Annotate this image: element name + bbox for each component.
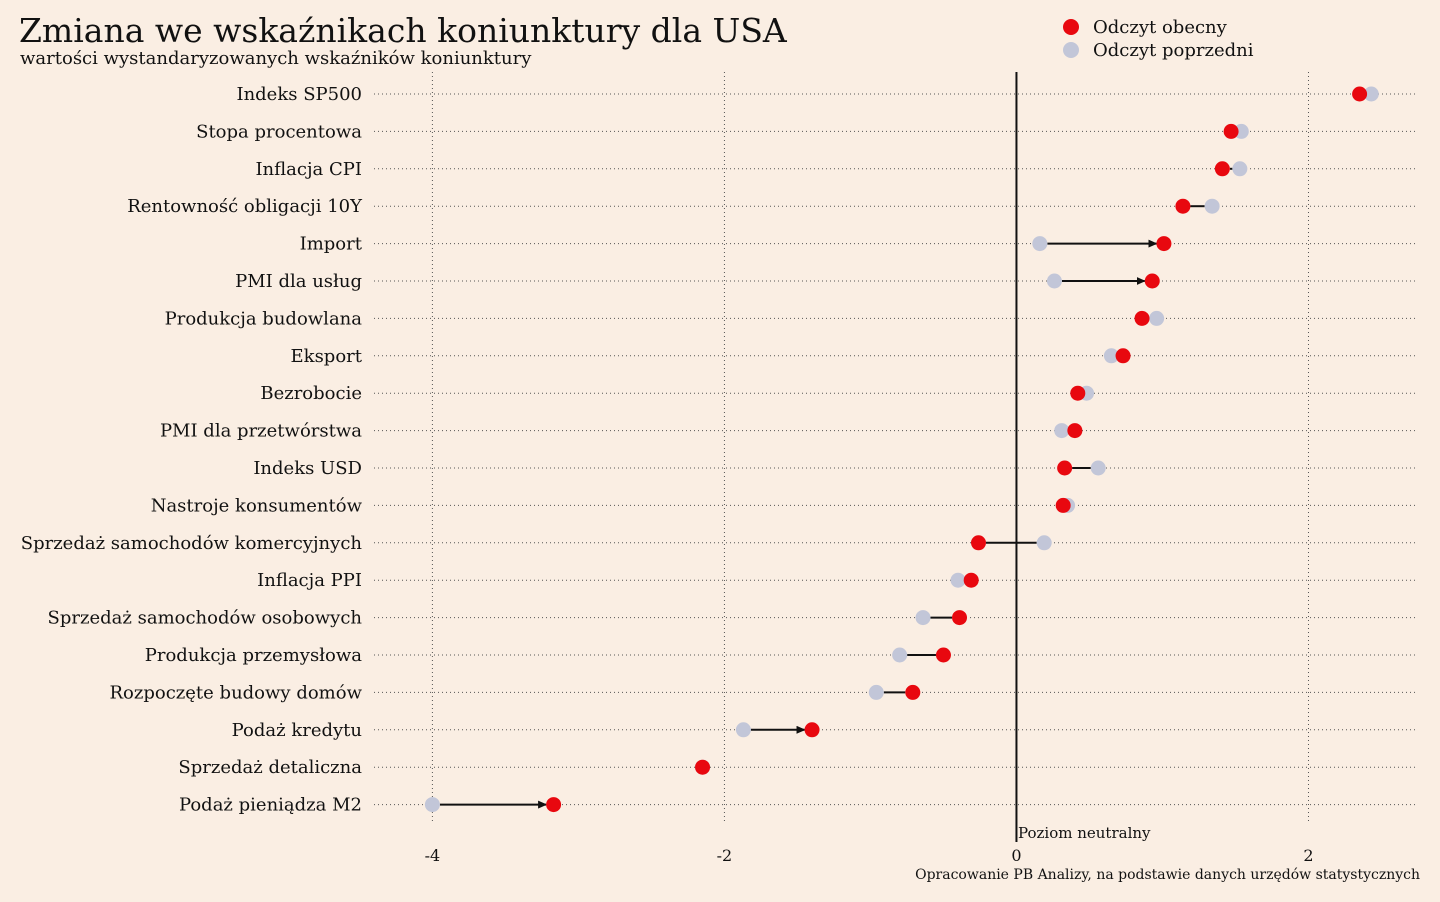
previous-marker: [1232, 161, 1248, 177]
current-marker: [1057, 460, 1073, 476]
current-marker: [1223, 123, 1239, 139]
previous-marker: [1103, 348, 1119, 364]
previous-marker: [868, 684, 884, 700]
previous-marker: [1090, 460, 1106, 476]
previous-marker: [892, 647, 908, 663]
category-label: Indeks SP500: [236, 84, 362, 105]
previous-marker: [1149, 310, 1165, 326]
current-marker: [804, 722, 820, 738]
category-labels: Indeks SP500 Stopa procentowa Inflacja CPI…: [21, 84, 363, 816]
gridlines: [374, 72, 1418, 822]
previous-marker: [1032, 236, 1048, 252]
change-connectors: [439, 167, 1233, 809]
current-marker: [546, 797, 562, 813]
current-marker: [1115, 348, 1131, 364]
previous-marker: [1363, 86, 1379, 102]
category-label: Import: [300, 234, 363, 255]
legend-previous-marker: [1063, 42, 1079, 58]
category-label: Indeks USD: [253, 458, 362, 479]
current-marker: [963, 572, 979, 588]
legend: Odczyt obecny Odczyt poprzedni: [1063, 17, 1254, 61]
category-label: PMI dla usług: [235, 271, 362, 292]
chart-title: Zmiana we wskaźnikach koniunktury dla US…: [19, 11, 788, 50]
category-label: Inflacja PPI: [257, 570, 362, 591]
previous-marker: [915, 610, 931, 626]
category-label: Inflacja CPI: [255, 159, 362, 180]
previous-marker: [950, 572, 966, 588]
category-label: Rozpoczęte budowy domów: [109, 682, 362, 703]
current-marker: [1144, 273, 1160, 289]
previous-marker: [1054, 423, 1070, 439]
x-axis-ticks: -4 -2 0 2: [425, 846, 1314, 865]
category-label: Podaż pieniądza M2: [179, 795, 362, 816]
legend-current-label: Odczyt obecny: [1093, 17, 1228, 38]
current-marker: [1067, 423, 1083, 439]
category-label: Sprzedaż samochodów komercyjnych: [21, 533, 363, 554]
category-label: PMI dla przetwórstwa: [160, 421, 362, 442]
current-markers: [546, 86, 1368, 813]
previous-marker: [1204, 198, 1220, 214]
x-tick-label: 0: [1011, 846, 1021, 865]
x-tick-label: 2: [1303, 846, 1313, 865]
current-marker: [1156, 236, 1172, 252]
current-marker: [905, 684, 921, 700]
current-marker: [935, 647, 951, 663]
neutral-level-label: Poziom neutralny: [1018, 824, 1151, 842]
current-marker: [1055, 497, 1071, 513]
category-label: Sprzedaż samochodów osobowych: [48, 608, 363, 629]
category-label: Rentowność obligacji 10Y: [127, 196, 363, 217]
legend-previous-label: Odczyt poprzedni: [1093, 40, 1254, 61]
current-marker: [1214, 161, 1230, 177]
chart-subtitle: wartości wystandaryzowanych wskaźników k…: [20, 48, 532, 69]
category-label: Nastroje konsumentów: [151, 495, 363, 516]
category-label: Produkcja przemysłowa: [145, 645, 363, 666]
current-marker: [1134, 310, 1150, 326]
x-tick-label: -4: [425, 846, 441, 865]
current-marker: [970, 535, 986, 551]
x-tick-label: -2: [717, 846, 733, 865]
previous-markers: [424, 86, 1379, 813]
category-label: Podaż kredytu: [232, 720, 362, 741]
previous-marker: [1046, 273, 1062, 289]
category-label: Sprzedaż detaliczna: [178, 757, 362, 778]
category-label: Stopa procentowa: [196, 121, 362, 142]
category-label: Produkcja budowlana: [165, 308, 363, 329]
previous-marker: [735, 722, 751, 738]
current-marker: [695, 759, 711, 775]
previous-marker: [1036, 535, 1052, 551]
current-marker: [1070, 385, 1086, 401]
legend-current-marker: [1063, 19, 1079, 35]
current-marker: [952, 610, 968, 626]
category-label: Bezrobocie: [260, 383, 362, 404]
current-marker: [1175, 198, 1191, 214]
current-marker: [1352, 86, 1368, 102]
previous-marker: [424, 797, 440, 813]
category-label: Eksport: [291, 346, 363, 367]
source-note: Opracowanie PB Analizy, na podstawie dan…: [915, 867, 1420, 883]
